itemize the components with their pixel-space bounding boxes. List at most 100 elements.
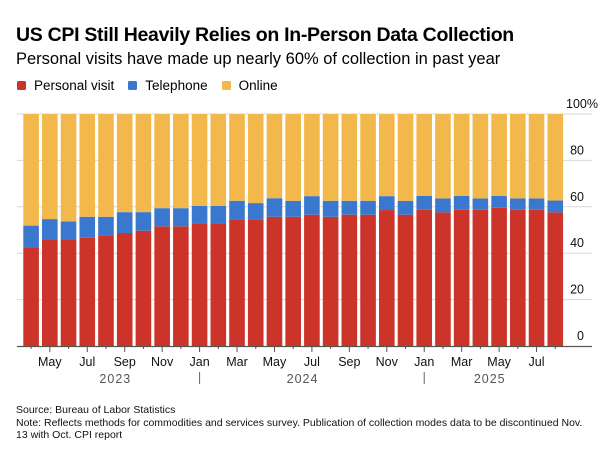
bar-segment-personal-visit — [472, 209, 489, 346]
bar-segment-telephone — [210, 205, 227, 224]
bar-segment-personal-visit — [79, 237, 96, 346]
bar-segment-online — [135, 114, 152, 213]
bar-segment-online — [360, 114, 376, 201]
y-tick-label: 0 — [577, 329, 584, 343]
x-tick-label: Sep — [338, 355, 360, 369]
bar-segment-personal-visit — [416, 209, 433, 346]
bar-segment-personal-visit — [98, 235, 114, 346]
bar-segment-personal-visit — [135, 230, 152, 346]
bar-segment-telephone — [229, 200, 245, 220]
bar-group — [79, 114, 96, 346]
bar-group — [304, 114, 320, 346]
bar-segment-online — [304, 114, 320, 197]
legend-label: Personal visit — [34, 78, 115, 93]
bar-segment-personal-visit — [173, 226, 189, 346]
x-tick-label: May — [487, 355, 511, 369]
x-tick-label: Jul — [304, 355, 320, 369]
bar-segment-telephone — [397, 200, 414, 215]
bar-segment-telephone — [322, 200, 339, 217]
bar-group — [154, 114, 170, 346]
bar-segment-telephone — [154, 208, 170, 227]
bar-group — [528, 114, 545, 346]
year-label: 2023 — [99, 372, 131, 386]
bar-segment-telephone — [491, 195, 507, 208]
legend-label: Telephone — [145, 78, 208, 93]
legend-swatch-telephone — [128, 81, 138, 90]
bar-segment-online — [285, 114, 301, 201]
bar-segment-personal-visit — [154, 226, 170, 346]
bar-group — [416, 114, 433, 346]
bar-segment-online — [98, 114, 114, 217]
y-tick-label: 40 — [570, 236, 584, 250]
bar-segment-personal-visit — [322, 216, 339, 346]
y-tick-label: 80 — [570, 143, 584, 157]
x-tick-label: Jul — [529, 355, 545, 369]
bar-segment-online — [191, 114, 208, 206]
x-tick-label: Mar — [226, 355, 248, 369]
bar-group — [322, 114, 339, 346]
legend-swatch-personal-visit — [17, 81, 26, 90]
legend-swatch-online — [221, 81, 231, 90]
bar-segment-online — [491, 114, 507, 196]
bar-segment-telephone — [135, 212, 152, 231]
bar-group — [453, 114, 470, 346]
bar-segment-personal-visit — [42, 239, 58, 346]
bar-segment-online — [378, 114, 395, 197]
methodology-note: Note: Reflects methods for commodities a… — [16, 416, 583, 442]
bar-group — [42, 114, 58, 346]
bar-group — [116, 114, 133, 346]
bar-segment-telephone — [116, 212, 133, 234]
x-tick-label: Mar — [451, 355, 473, 369]
x-tick-label: Jan — [190, 355, 210, 369]
bar-segment-personal-visit — [491, 207, 507, 346]
bar-segment-personal-visit — [304, 214, 320, 346]
bar-group — [173, 114, 189, 346]
bar-group — [191, 114, 208, 346]
footer: Source: Bureau of Labor Statistics Note:… — [16, 404, 596, 442]
bar-segment-personal-visit — [266, 216, 283, 346]
bar-segment-online — [79, 114, 96, 217]
bar-segment-personal-visit — [453, 209, 470, 346]
bar-segment-telephone — [304, 196, 320, 215]
x-tick-label: Sep — [114, 355, 136, 369]
bar-segment-telephone — [60, 221, 77, 240]
bar-segment-online — [210, 114, 227, 206]
bar-segment-online — [247, 114, 264, 204]
bar-segment-personal-visit — [510, 209, 526, 346]
bar-segment-telephone — [416, 195, 433, 210]
bar-segment-personal-visit — [23, 247, 39, 346]
x-tick-label: May — [38, 355, 62, 369]
bar-group — [210, 114, 227, 346]
bar-group — [435, 114, 451, 346]
y-tick-label: 20 — [570, 283, 584, 297]
bar-segment-telephone — [191, 205, 208, 224]
bar-segment-telephone — [42, 219, 58, 240]
bar-segment-online — [416, 114, 433, 196]
bar-segment-personal-visit — [210, 223, 227, 346]
bar-segment-personal-visit — [547, 212, 564, 346]
bar-group — [547, 114, 564, 346]
stacked-bar-chart: 0 20 40 60 80 100% May Jul Sep Nov Jan Mar May Jul Se… — [17, 97, 598, 386]
x-axis: May Jul Sep Nov Jan Mar May Jul Sep Nov Jan Mar May J… — [17, 345, 592, 386]
bar-segment-personal-visit — [191, 223, 208, 346]
bar-group — [472, 114, 489, 346]
bar-segment-online — [266, 114, 283, 199]
bar-segment-telephone — [341, 200, 358, 215]
bar-segment-telephone — [79, 216, 96, 238]
bar-segment-telephone — [435, 198, 451, 213]
bar-segment-personal-visit — [360, 214, 376, 346]
bar-segment-online — [510, 114, 526, 199]
bar-segment-personal-visit — [247, 219, 264, 346]
legend-item-personal-visit: Personal visit — [17, 78, 114, 93]
bar-segment-online — [397, 114, 414, 201]
bar-segment-telephone — [378, 196, 395, 211]
bar-segment-telephone — [173, 208, 189, 227]
bar-group — [60, 114, 77, 346]
bar-segment-telephone — [453, 195, 470, 210]
bar-group — [491, 114, 507, 346]
bar-segment-online — [547, 114, 564, 201]
bar-segment-telephone — [360, 200, 376, 215]
source-note: Source: Bureau of Labor Statistics — [16, 404, 176, 416]
bar-segment-telephone — [266, 198, 283, 217]
legend-item-online: Online — [221, 78, 278, 93]
